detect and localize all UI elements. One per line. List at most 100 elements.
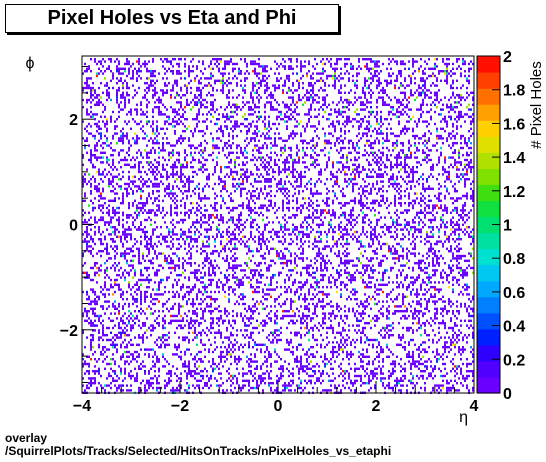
- heatmap-cell: [276, 360, 278, 363]
- heatmap-cell: [274, 336, 276, 339]
- heatmap-cell: [268, 374, 270, 378]
- heatmap-cell: [310, 182, 312, 186]
- heatmap-cell: [98, 372, 100, 375]
- heatmap-cell: [88, 370, 90, 373]
- heatmap-cell: [124, 120, 126, 123]
- heatmap-cell: [232, 221, 234, 224]
- heatmap-cell: [270, 204, 272, 207]
- heatmap-cell: [268, 209, 270, 212]
- heatmap-cell: [112, 358, 114, 361]
- heatmap-cell: [126, 334, 128, 337]
- heatmap-cell: [222, 257, 224, 260]
- heatmap-cell: [194, 271, 196, 274]
- heatmap-cell: [278, 103, 280, 106]
- heatmap-cell: [250, 307, 252, 310]
- heatmap-cell: [216, 137, 218, 140]
- heatmap-cell: [236, 170, 238, 174]
- heatmap-cell: [160, 180, 162, 183]
- heatmap-cell: [242, 115, 244, 118]
- heatmap-cell: [214, 182, 216, 186]
- heatmap-cell: [210, 377, 212, 380]
- heatmap-cell: [132, 302, 134, 306]
- heatmap-cell: [226, 94, 228, 97]
- heatmap-cell: [206, 334, 208, 337]
- heatmap-cell: [94, 319, 96, 322]
- heatmap-cell: [230, 240, 232, 243]
- heatmap-cell: [278, 355, 280, 358]
- heatmap-cell: [168, 230, 170, 234]
- heatmap-cell: [196, 89, 198, 92]
- heatmap-cell: [204, 185, 206, 188]
- heatmap-cell: [104, 238, 106, 241]
- heatmap-cell: [166, 245, 168, 248]
- heatmap-cell: [230, 216, 232, 219]
- heatmap-cell: [298, 247, 300, 250]
- heatmap-cell: [308, 84, 310, 87]
- heatmap-cell: [298, 82, 300, 85]
- heatmap-cell: [160, 233, 162, 236]
- heatmap-cell: [184, 240, 186, 243]
- heatmap-cell: [252, 190, 254, 193]
- heatmap-cell: [156, 257, 158, 260]
- heatmap-cell: [122, 197, 124, 200]
- heatmap-cell: [190, 101, 192, 104]
- heatmap-cell: [114, 209, 116, 212]
- heatmap-cell: [110, 367, 112, 370]
- heatmap-cell: [284, 281, 286, 284]
- heatmap-cell: [164, 319, 166, 322]
- heatmap-cell: [214, 170, 216, 174]
- heatmap-cell: [96, 156, 98, 159]
- heatmap-cell: [164, 314, 166, 318]
- heatmap-cell: [116, 192, 118, 195]
- heatmap-cell: [168, 194, 170, 198]
- heatmap-cell: [248, 206, 250, 210]
- heatmap-cell: [146, 266, 148, 270]
- heatmap-cell: [204, 274, 206, 277]
- heatmap-cell: [206, 106, 208, 109]
- heatmap-cell: [266, 298, 268, 301]
- heatmap-cell: [262, 295, 264, 298]
- heatmap-cell: [200, 298, 202, 301]
- heatmap-cell: [288, 77, 290, 80]
- heatmap-cell: [142, 252, 144, 255]
- heatmap-cell: [158, 288, 160, 291]
- heatmap-cell: [310, 84, 312, 87]
- heatmap-cell: [110, 180, 112, 183]
- heatmap-cell: [270, 67, 272, 70]
- heatmap-cell: [222, 218, 224, 222]
- heatmap-cell: [236, 218, 238, 222]
- heatmap-cell: [92, 202, 94, 205]
- heatmap-cell: [296, 209, 298, 212]
- heatmap-cell: [132, 72, 134, 75]
- heatmap-cell: [108, 384, 110, 387]
- heatmap-cell: [216, 144, 218, 147]
- heatmap-cell: [296, 226, 298, 229]
- heatmap-cell: [232, 206, 234, 210]
- heatmap-cell: [262, 144, 264, 147]
- heatmap-cell: [240, 190, 242, 193]
- heatmap-cell: [110, 283, 112, 286]
- heatmap-cell: [252, 338, 254, 342]
- heatmap-cell: [306, 360, 308, 363]
- heatmap-cell: [260, 173, 262, 176]
- heatmap-cell: [264, 293, 266, 296]
- heatmap-cell: [160, 242, 162, 246]
- heatmap-cell: [180, 173, 182, 176]
- heatmap-cell: [190, 144, 192, 147]
- heatmap-cell: [178, 302, 180, 306]
- heatmap-cell: [84, 221, 86, 224]
- heatmap-cell: [172, 194, 174, 198]
- heatmap-cell: [216, 60, 218, 63]
- heatmap-cell: [306, 382, 308, 385]
- heatmap-cell: [180, 180, 182, 183]
- heatmap-cell: [112, 346, 114, 349]
- heatmap-cell: [286, 206, 288, 210]
- heatmap-cell: [218, 324, 220, 327]
- heatmap-cell: [118, 161, 120, 164]
- heatmap-cell: [204, 288, 206, 291]
- heatmap-cell: [98, 370, 100, 373]
- heatmap-cell: [230, 242, 232, 246]
- heatmap-cell: [212, 139, 214, 142]
- heatmap-cell: [206, 290, 208, 294]
- heatmap-cell: [224, 346, 226, 349]
